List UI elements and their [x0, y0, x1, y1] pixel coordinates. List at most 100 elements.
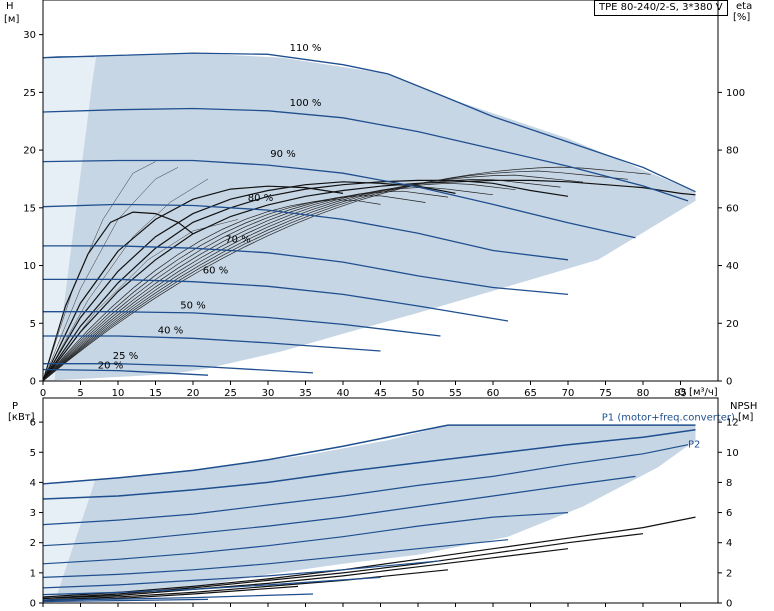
efficiency-curve: [42, 179, 569, 382]
x-tick-label: 50: [412, 388, 425, 399]
y2-tick-label: 8: [726, 478, 732, 489]
y2-tick-label: 2: [726, 568, 732, 579]
efficiency-curve: [42, 170, 629, 382]
head-curve: [43, 335, 381, 352]
power-panel: P1 (motor+freq.converter) P2: [42, 413, 735, 603]
power-curve: [42, 475, 636, 547]
operating-envelope: [43, 53, 696, 381]
y2-tick-label: 60: [726, 203, 739, 214]
p-axis-unit: [кВт]: [8, 412, 35, 423]
y-tick-label: 15: [23, 203, 36, 214]
x-tick-label: 70: [562, 388, 575, 399]
head-curve: [42, 107, 689, 202]
y2-tick-label: 40: [726, 261, 739, 272]
y-tick-label: 20: [23, 146, 36, 157]
speed-label: 100 %: [290, 98, 322, 109]
efficiency-curve: [42, 166, 651, 382]
efficiency-curve: [42, 179, 561, 382]
x-tick-label: 55: [449, 388, 462, 399]
x-tick-label: 80: [637, 388, 650, 399]
envelope-edge-area: [43, 479, 96, 603]
npsh-curve: [42, 516, 696, 598]
y2-tick-label: 4: [726, 538, 732, 549]
head-panel: 110 % 100 % 90 % 80 % 70 % 60 % 50 % 40 % 25 %20…: [42, 43, 696, 382]
x-tick-label: 85: [674, 388, 687, 399]
power-curve: [42, 428, 696, 500]
speed-label: 25 %: [113, 351, 138, 362]
power-curve: [42, 539, 509, 578]
x-tick-label: 10: [112, 388, 125, 399]
x-tick-label: 30: [262, 388, 275, 399]
x-tick-label: 40: [337, 388, 350, 399]
power-curve: [42, 444, 689, 526]
p1-label: P1 (motor+freq.converter): [602, 413, 735, 424]
eta-axis-label: eta: [736, 1, 752, 12]
y-tick-label: 0: [30, 599, 36, 610]
eta-axis-unit: [%]: [733, 12, 750, 23]
head-curve: [42, 52, 696, 193]
power-curve: [42, 560, 441, 589]
speed-label: 20 %: [98, 360, 123, 371]
power-curve: [42, 593, 314, 601]
speed-line: [42, 161, 156, 382]
h-axis-label: H: [6, 1, 14, 12]
efficiency-curve: [42, 190, 449, 382]
npsh-axis-unit: [м]: [738, 412, 753, 423]
head-curve: [42, 159, 636, 239]
head-curve: [43, 278, 509, 322]
speed-label: 50 %: [180, 300, 205, 311]
speed-label: 70 %: [225, 234, 250, 245]
speed-label: 90 %: [270, 149, 295, 160]
npsh-curve: [42, 548, 569, 600]
npsh-axis-label: NPSH: [730, 401, 757, 412]
y2-tick-label: 0: [726, 599, 732, 610]
efficiency-curve: [42, 179, 696, 382]
power-curve: [42, 576, 381, 596]
y-tick-label: 1: [30, 568, 36, 579]
efficiency-curve: [42, 211, 194, 382]
y-tick-label: 0: [30, 377, 36, 388]
speed-label: 110 %: [290, 43, 322, 54]
x-tick-label: 75: [599, 388, 612, 399]
speed-label: 80 %: [248, 193, 273, 204]
x-tick-label: 45: [374, 388, 387, 399]
head-curve: [43, 311, 441, 337]
x-tick-label: 20: [187, 388, 200, 399]
y2-tick-label: 20: [726, 319, 739, 330]
operating-envelope: [43, 425, 696, 603]
speed-label: 40 %: [158, 326, 183, 337]
y-tick-label: 25: [23, 88, 36, 99]
x-tick-label: 35: [299, 388, 312, 399]
y2-tick-label: 6: [726, 508, 732, 519]
efficiency-curve: [42, 185, 344, 382]
x-tick-label: 15: [149, 388, 162, 399]
y-tick-label: 10: [23, 261, 36, 272]
head-curve: [43, 245, 569, 296]
y-tick-label: 6: [30, 418, 36, 429]
h-axis-unit: [м]: [4, 14, 19, 25]
y-tick-label: 3: [30, 508, 36, 519]
p-axis-label: P: [12, 401, 18, 412]
y-tick-label: 2: [30, 538, 36, 549]
y2-tick-label: 12: [726, 418, 739, 429]
y-tick-label: 5: [30, 448, 36, 459]
x-tick-label: 0: [40, 388, 46, 399]
q-axis-label: Q [м³/ч]: [678, 387, 718, 398]
efficiency-curve: [42, 174, 584, 382]
head-curve: [42, 368, 209, 376]
y2-tick-label: 80: [726, 146, 739, 157]
power-curve: [42, 512, 569, 565]
speed-line: [42, 178, 209, 382]
head-curve: [42, 203, 569, 261]
x-tick-label: 65: [524, 388, 537, 399]
x-tick-label: 60: [487, 388, 500, 399]
speed-label: 60 %: [203, 266, 228, 277]
y-tick-label: 30: [23, 30, 36, 41]
x-tick-label: 25: [224, 388, 237, 399]
head-curve: [43, 363, 314, 374]
y2-tick-label: 10: [726, 448, 739, 459]
y-tick-label: 5: [30, 319, 36, 330]
x-tick-label: 5: [77, 388, 83, 399]
